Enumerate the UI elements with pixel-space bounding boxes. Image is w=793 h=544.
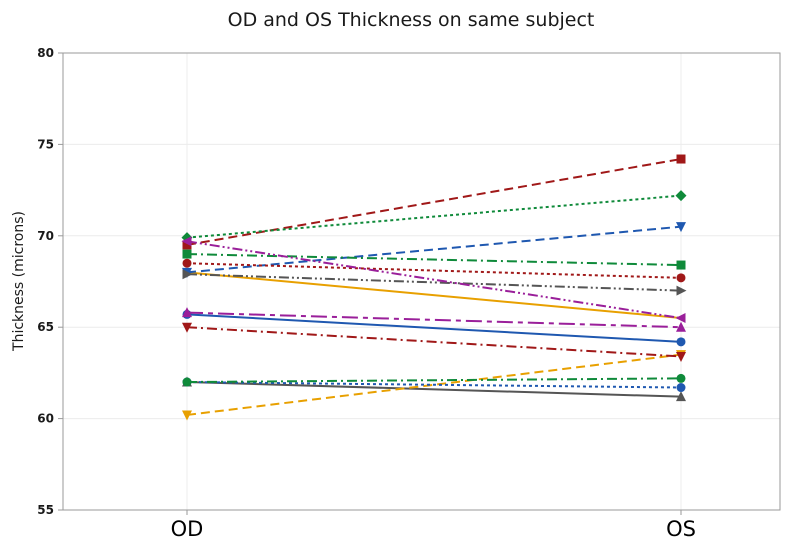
data-point-marker bbox=[182, 258, 192, 268]
data-point-marker bbox=[182, 410, 192, 421]
y-axis-label: Thickness (microns) bbox=[11, 211, 27, 352]
series-1 bbox=[186, 271, 682, 320]
series-line bbox=[186, 311, 682, 329]
series-11 bbox=[182, 322, 686, 362]
series-line bbox=[186, 262, 682, 279]
data-point-marker bbox=[676, 351, 686, 362]
series-line bbox=[186, 253, 682, 267]
series-12 bbox=[182, 373, 686, 387]
data-point-marker bbox=[676, 337, 686, 347]
series-4 bbox=[182, 154, 686, 250]
series-line bbox=[186, 273, 682, 292]
plot-area bbox=[62, 52, 781, 511]
series-7 bbox=[181, 190, 687, 244]
data-point-marker bbox=[676, 391, 686, 402]
y-axis-ticks: 55 60 65 70 75 80 bbox=[37, 46, 63, 517]
data-point-marker bbox=[676, 273, 686, 283]
series-line bbox=[186, 381, 682, 389]
series-line bbox=[186, 326, 682, 358]
data-point-marker bbox=[675, 313, 686, 324]
y-tick-label: 80 bbox=[37, 46, 54, 60]
data-point-marker bbox=[676, 260, 686, 270]
series-line bbox=[186, 313, 682, 343]
x-axis-ticks: OD OS bbox=[171, 510, 696, 541]
series-line bbox=[186, 381, 682, 398]
series-10 bbox=[182, 249, 686, 270]
data-point-marker bbox=[182, 307, 192, 318]
data-point-marker bbox=[675, 190, 687, 202]
x-tick-label: OD bbox=[171, 517, 204, 541]
series-line bbox=[186, 353, 682, 416]
series-line bbox=[186, 240, 682, 320]
data-point-marker bbox=[182, 377, 192, 387]
data-point-marker bbox=[676, 222, 686, 233]
series-line bbox=[186, 271, 682, 320]
data-point-marker bbox=[676, 285, 687, 296]
y-tick-label: 75 bbox=[37, 137, 54, 151]
series-14 bbox=[181, 236, 686, 324]
y-tick-label: 60 bbox=[37, 412, 54, 426]
x-tick-label: OS bbox=[666, 517, 696, 541]
data-point-marker bbox=[182, 322, 192, 333]
data-point-marker bbox=[676, 373, 686, 383]
data-point-marker bbox=[182, 249, 192, 259]
data-point-marker bbox=[182, 269, 193, 280]
series-group bbox=[181, 154, 687, 421]
series-line bbox=[186, 194, 682, 239]
series-8 bbox=[182, 258, 686, 283]
y-tick-label: 65 bbox=[37, 320, 54, 334]
y-tick-label: 70 bbox=[37, 229, 54, 243]
data-point-marker bbox=[182, 240, 192, 250]
series-line bbox=[186, 377, 682, 384]
data-point-marker bbox=[181, 236, 192, 247]
series-15 bbox=[182, 307, 686, 332]
chart-title: OD and OS Thickness on same subject bbox=[228, 9, 595, 31]
data-point-marker bbox=[676, 321, 686, 332]
data-point-marker bbox=[676, 154, 686, 164]
series-13 bbox=[182, 269, 687, 296]
y-tick-label: 55 bbox=[37, 503, 54, 517]
series-line bbox=[186, 225, 682, 274]
data-point-marker bbox=[676, 383, 686, 393]
series-5 bbox=[182, 222, 686, 278]
